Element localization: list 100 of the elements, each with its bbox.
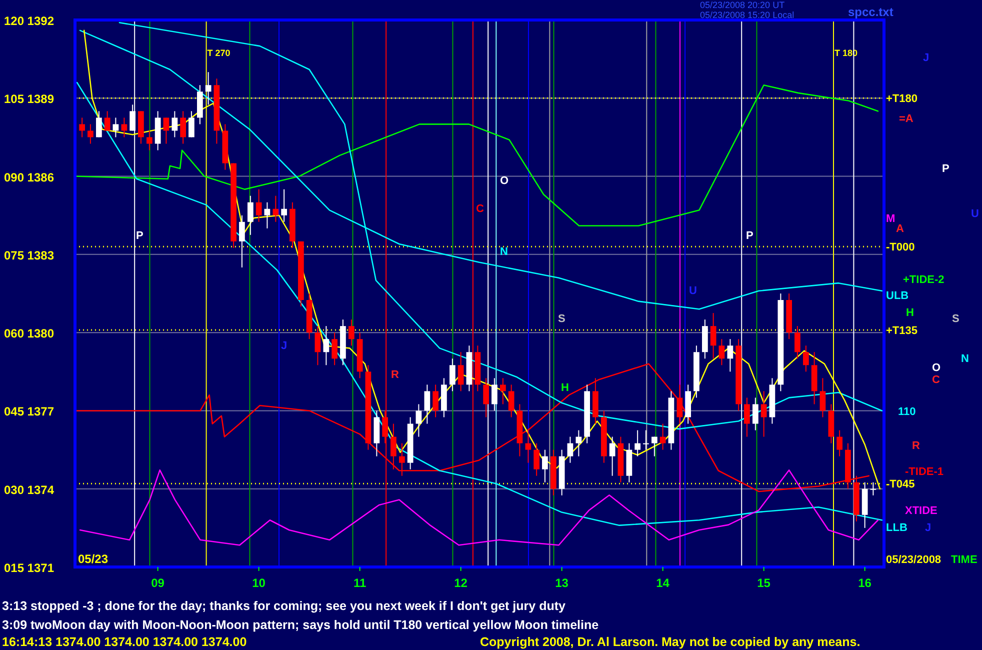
series-label: LLB (886, 522, 908, 534)
annotation: P (746, 230, 754, 242)
annotation: C (476, 203, 484, 215)
candlestick (450, 358, 456, 392)
y-tick-label: 1383 (27, 248, 54, 262)
candlestick (248, 195, 254, 236)
text: R (912, 440, 920, 452)
candlestick (88, 124, 94, 144)
y2-tick-label: 015 (4, 561, 24, 575)
candlestick (525, 430, 532, 464)
y2-tick-label: 120 (4, 14, 24, 28)
text: Copyright 2008, Dr. Al Larson. May not be copied by any means. (480, 635, 860, 649)
candlestick (163, 117, 170, 144)
candlestick (332, 332, 338, 366)
x-tick-label: 13 (555, 576, 569, 590)
candlestick (314, 326, 321, 366)
x-tick-label: 14 (656, 576, 670, 590)
candlestick (643, 430, 649, 450)
candlestick (651, 436, 658, 457)
series-label: 110 (898, 406, 916, 418)
line-series (74, 84, 879, 226)
candlestick (609, 436, 616, 476)
y2-tick-label: 090 (4, 170, 24, 184)
candlestick (727, 338, 734, 372)
candlestick (104, 110, 110, 132)
x-tick-label: 15 (757, 576, 771, 590)
text: J (925, 522, 932, 534)
ref-line-label: +T135 (886, 324, 918, 337)
y-tick-label: 1389 (27, 92, 54, 106)
x-tick-label: 12 (454, 576, 468, 590)
candlestick (718, 338, 725, 366)
text: U (971, 208, 979, 220)
text: 3:09 twoMoon day with Moon-Noon-Moon pattern; says hold until T180 vertical yellow Moon timeline (2, 618, 599, 632)
text: A (896, 223, 904, 235)
candlestick (567, 436, 574, 464)
text: 3:13 stopped -3 ; done for the day; thanks for coming; see you next week if I don't get jury duty (2, 599, 566, 613)
candlestick (500, 378, 506, 405)
text: S (952, 313, 960, 325)
candlestick (112, 117, 119, 138)
candlestick (870, 482, 876, 496)
annotation: U (689, 285, 697, 297)
y2-tick-label: 105 (4, 92, 24, 106)
candlestick (483, 378, 489, 418)
text: 05/23/2008 (886, 554, 942, 566)
ref-line-label: -T045 (886, 478, 915, 491)
text: 16:14:13 1374.00 1374.00 1374.00 1374.00 (2, 635, 247, 649)
candlestick (172, 110, 178, 138)
candlestick (660, 423, 666, 450)
annotation: P (136, 230, 144, 242)
y-tick-label: 1371 (27, 561, 54, 575)
candlestick (399, 442, 405, 476)
text: O (932, 362, 941, 374)
candlestick (96, 110, 102, 138)
y2-tick-label: 030 (4, 482, 24, 497)
text: spcc.txt (848, 5, 894, 19)
ref-line-label: T 270 (207, 48, 230, 58)
candlestick (272, 195, 279, 222)
y-tick-label: 1386 (27, 170, 54, 184)
candlestick (432, 384, 438, 418)
x-tick-label: 09 (151, 576, 165, 590)
candlestick (760, 390, 767, 438)
ref-line-label: +T180 (886, 93, 918, 106)
candlestick (836, 430, 842, 457)
candlestick (416, 404, 422, 438)
candlestick (458, 352, 464, 392)
series-label: ULB (886, 290, 909, 302)
text: C (932, 374, 940, 386)
annotation: 05/23 (78, 552, 108, 566)
candlestick (820, 378, 826, 418)
text: H (906, 307, 914, 319)
text: XTIDE (905, 505, 938, 517)
candlestick (348, 319, 354, 346)
candlestick (146, 130, 152, 151)
candlestick (281, 188, 287, 222)
text: J (923, 52, 930, 64)
annotation: N (500, 246, 508, 258)
y-tick-label: 1392 (27, 14, 54, 28)
candlestick (802, 345, 809, 372)
line-series (76, 82, 883, 526)
candlestick (79, 117, 86, 138)
text: -TIDE-1 (905, 466, 944, 478)
x-tick-label: 10 (252, 576, 266, 590)
text: P (942, 163, 950, 175)
annotation: O (500, 175, 509, 187)
y-tick-label: 1377 (27, 404, 54, 419)
candlestick (534, 442, 540, 476)
candlestick (508, 384, 514, 418)
candlestick (794, 326, 800, 360)
text: +TIDE-2 (903, 274, 944, 286)
candlestick (121, 117, 128, 138)
candlestick (390, 423, 396, 470)
candlestick (239, 214, 245, 268)
x-tick-label: 11 (353, 576, 366, 590)
candlestick (188, 110, 194, 138)
candlestick (576, 430, 582, 457)
y2-tick-label: 060 (4, 326, 24, 341)
candlestick (424, 384, 430, 424)
text: 05/23/2008 15:20 Local (700, 10, 794, 20)
y-tick-label: 1374 (27, 482, 54, 497)
annotation: R (391, 369, 399, 381)
